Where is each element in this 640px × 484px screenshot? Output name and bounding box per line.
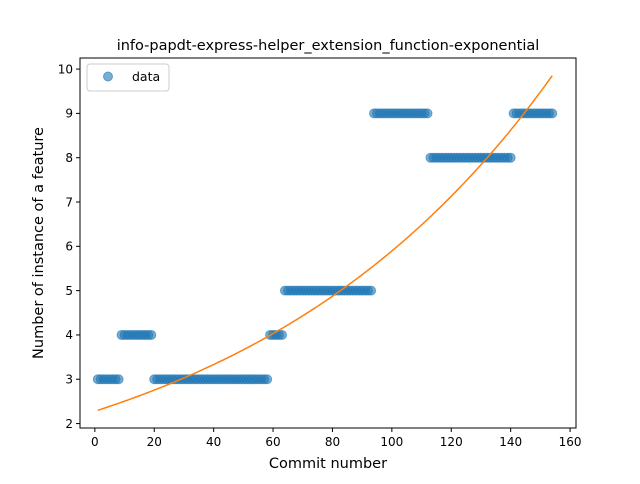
data-point [366,285,377,296]
x-tick-label: 100 [380,435,403,449]
x-tick-label: 120 [440,435,463,449]
data-point [276,329,287,340]
legend-marker-data [103,71,113,82]
x-tick-label: 160 [559,435,582,449]
x-tick-label: 20 [147,435,162,449]
data-point [146,329,157,340]
plot-area [92,75,558,411]
y-tick-label: 3 [65,373,73,387]
y-tick-label: 6 [65,240,73,254]
y-axis: 2 3 4 5 6 7 8 9 10 [58,62,80,431]
y-tick-label: 4 [65,328,73,342]
y-tick-label: 8 [65,151,73,165]
data-point [113,374,124,385]
chart-title: info-papdt-express-helper_extension_func… [117,38,540,54]
y-tick-label: 7 [65,195,73,209]
data-point [547,108,558,119]
y-tick-label: 2 [65,417,73,431]
x-tick-label: 40 [206,435,221,449]
x-tick-label: 60 [265,435,280,449]
x-axis-label: Commit number [269,456,387,472]
data-point [422,108,433,119]
x-tick-label: 80 [325,435,340,449]
legend-box [86,63,170,92]
x-tick-label: 140 [499,435,522,449]
y-tick-label: 9 [65,107,73,121]
y-tick-label: 5 [65,284,73,298]
legend: data [86,63,170,92]
axes-frame [79,57,577,429]
y-axis-label: Number of instance of a feature [31,127,47,359]
fit-line [97,75,553,411]
x-axis: 0 20 40 60 80 100 120 140 160 [91,428,582,449]
legend-label-data: data [132,69,160,84]
y-tick-label: 10 [58,62,73,76]
x-tick-label: 0 [91,435,99,449]
data-point [505,152,516,163]
data-point [262,374,273,385]
